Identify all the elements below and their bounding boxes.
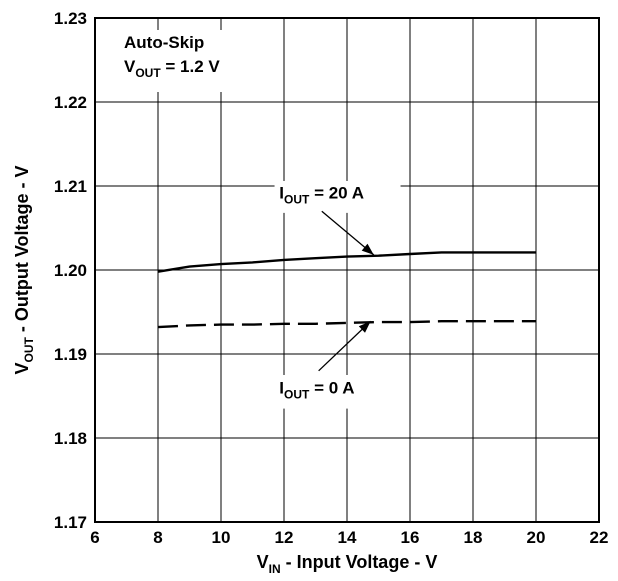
series-line-20a [157,251,536,273]
series-lines [157,251,536,329]
series-label-20a: IOUT = 20 A [279,184,364,207]
y-axis-title: VOUT - Output Voltage - V [12,165,36,374]
annotation-arrowhead-20a [361,243,374,255]
condition-mode: Auto-Skip [124,33,204,52]
x-tick-label: 10 [212,528,231,547]
y-tick-label: 1.22 [54,93,87,112]
y-tick-label: 1.23 [54,9,87,28]
annotation-arrowhead-0a [358,321,371,333]
label-bg-20a [274,180,401,213]
x-tick-label: 8 [153,528,162,547]
y-tick-label: 1.19 [54,345,87,364]
x-axis-title: VIN - Input Voltage - V [257,552,438,576]
condition-vout: VOUT = 1.2 V [124,57,220,80]
grid [95,18,599,522]
series-label-0a: IOUT = 0 A [279,378,354,401]
x-tick-label: 22 [590,528,609,547]
y-tick-label: 1.20 [54,261,87,280]
y-tick-label: 1.18 [54,429,87,448]
tick-labels: 6 8 10 12 14 16 18 20 22 1.17 1.18 1.19 1.20 1.21 1.22… [54,9,609,547]
plot-frame [94,17,600,523]
label-bg-0a [274,375,382,409]
x-tick-label: 20 [527,528,546,547]
condition-box [113,30,263,92]
x-tick-label: 18 [464,528,483,547]
x-tick-label: 12 [275,528,294,547]
x-tick-label: 16 [401,528,420,547]
y-tick-label: 1.21 [54,177,87,196]
y-tick-label: 1.17 [54,513,87,532]
series-line-0a [157,320,536,329]
x-tick-label: 6 [90,528,99,547]
x-tick-label: 14 [338,528,357,547]
